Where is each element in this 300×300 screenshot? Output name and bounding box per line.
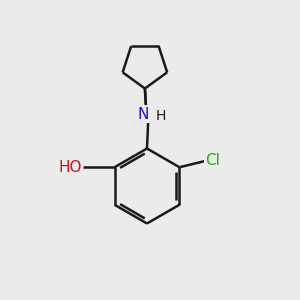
Text: Cl: Cl bbox=[205, 152, 220, 167]
Text: HO: HO bbox=[58, 160, 82, 175]
Text: H: H bbox=[156, 109, 166, 122]
Text: N: N bbox=[137, 106, 149, 122]
